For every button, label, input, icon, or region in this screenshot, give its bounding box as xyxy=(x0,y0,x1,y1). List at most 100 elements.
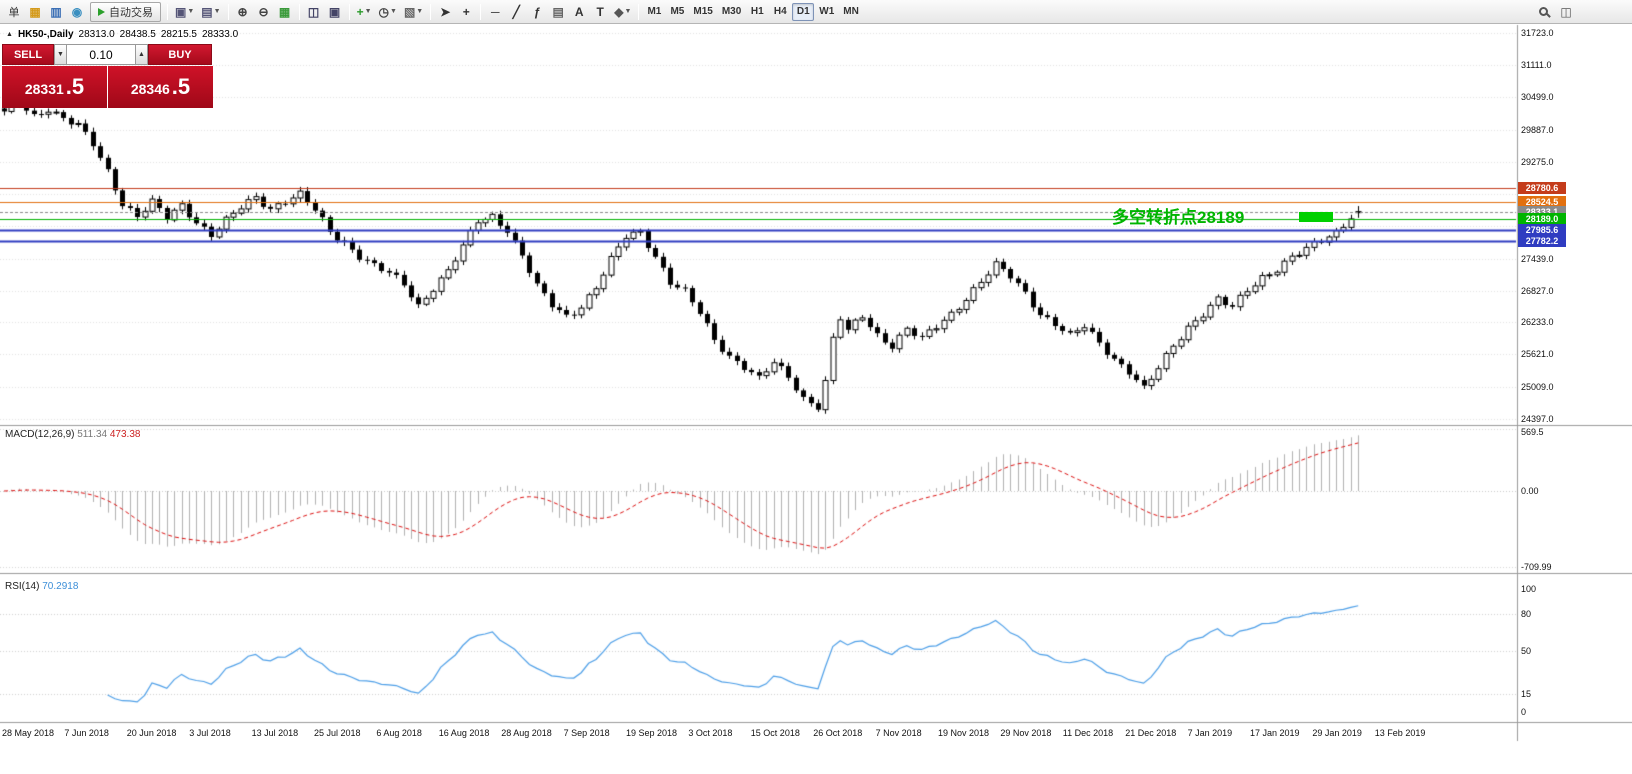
toolbar: 单 ▦ ▥ ◉ 自动交易 ▣ ▼ ▤ ▼ ⊕ ⊖ ▦ ◫ ▣ + ▼ ◷ ▼ ▧ ▼ ➤ + ─ ╱ ƒ ▤ A T ◆ ▼ M1 M… xyxy=(0,0,1632,24)
rsi-name: RSI(14) xyxy=(5,581,40,592)
pivot-highlight-rect[interactable] xyxy=(1299,212,1333,222)
volume-down-button[interactable]: ▼ xyxy=(54,44,67,65)
price-axis-label: 26233.0 xyxy=(1521,317,1554,328)
macd-name: MACD(12,26,9) xyxy=(5,429,75,440)
pivot-annotation-text[interactable]: 多空转折点28189 xyxy=(1112,208,1245,227)
shapes-tool-icon[interactable]: ◆ ▼ xyxy=(614,4,632,19)
data-window-icon[interactable]: ◫ xyxy=(1560,4,1572,19)
price-axis-label: 30499.0 xyxy=(1521,92,1554,103)
market-watch-icon[interactable]: ▥ xyxy=(50,4,62,19)
date-axis-label: 7 Nov 2018 xyxy=(875,728,922,738)
buy-price-fraction: .5 xyxy=(171,74,191,99)
rsi-axis-label: 0 xyxy=(1521,707,1527,717)
date-axis-label: 3 Oct 2018 xyxy=(688,728,733,738)
grid-icon[interactable]: ▦ xyxy=(278,4,291,19)
symbol-period-label: HK50-,Daily xyxy=(17,29,74,40)
zoom-out-icon[interactable]: ⊖ xyxy=(258,4,269,19)
rsi-axis-label: 100 xyxy=(1521,584,1537,594)
date-axis-label: 16 Aug 2018 xyxy=(438,728,490,738)
tile-windows-icon[interactable]: ◫ xyxy=(307,4,320,19)
text-tool-icon[interactable]: A xyxy=(574,4,584,19)
date-axis-label: 29 Nov 2018 xyxy=(1000,728,1052,738)
toolbar-separator xyxy=(298,3,300,20)
macd-axis-label: 569.5 xyxy=(1521,427,1544,437)
timeframe-button-m15[interactable]: M15 xyxy=(693,6,713,17)
channel-tool-icon[interactable]: ▤ xyxy=(552,4,564,19)
price-level-tag: 27985.6 xyxy=(1518,223,1566,236)
cascade-windows-icon[interactable]: ▣ xyxy=(328,4,341,19)
timeframe-button-w1[interactable]: W1 xyxy=(819,6,835,17)
one-click-trading-panel: SELL ▼ ▲ BUY 28331 .5 28346 .5 xyxy=(2,44,213,108)
price-axis-label: 24397.0 xyxy=(1521,413,1554,424)
crosshair-icon[interactable]: + xyxy=(462,4,470,19)
date-axis-label: 17 Jan 2019 xyxy=(1250,728,1300,738)
ohlc-close: 28333.0 xyxy=(201,29,239,40)
profiles-icon[interactable]: ▤ ▼ xyxy=(201,4,221,19)
date-axis-label: 21 Dec 2018 xyxy=(1125,728,1177,738)
timeframe-button-m30[interactable]: M30 xyxy=(721,6,742,17)
price-level-tag: 27782.2 xyxy=(1518,234,1566,247)
date-axis-label: 7 Sep 2018 xyxy=(563,728,610,738)
date-axis-label: 28 May 2018 xyxy=(2,728,55,738)
date-axis-label: 6 Aug 2018 xyxy=(376,728,422,738)
timeframe-button-m1[interactable]: M1 xyxy=(647,6,662,17)
autotrade-play-icon xyxy=(98,7,105,16)
buy-price-main: 28346 xyxy=(130,81,170,97)
price-axis-label: 29275.0 xyxy=(1521,156,1554,167)
ohlc-high: 28438.5 xyxy=(119,29,156,40)
date-axis-label: 29 Jan 2019 xyxy=(1312,728,1362,738)
timeframe-button-m5[interactable]: M5 xyxy=(670,6,685,17)
sell-price-button[interactable]: 28331 .5 xyxy=(2,66,107,108)
template-icon[interactable]: ▧ ▼ xyxy=(403,4,424,19)
buy-price-button[interactable]: 28346 .5 xyxy=(108,66,213,108)
date-axis-label: 3 Jul 2018 xyxy=(189,728,231,738)
date-axis-label: 28 Aug 2018 xyxy=(501,728,552,738)
search-icon[interactable] xyxy=(1539,7,1548,16)
new-chart-icon[interactable]: ▣ ▼ xyxy=(175,4,195,19)
rsi-indicator-label: RSI(14) 70.2918 xyxy=(5,581,78,592)
macd-axis-label: 0.00 xyxy=(1521,486,1539,496)
toolbar-separator xyxy=(348,3,350,20)
sell-price-main: 28331 xyxy=(24,81,64,97)
timeframe-button-h4[interactable]: H4 xyxy=(773,6,787,17)
date-axis-label: 20 Jun 2018 xyxy=(126,728,177,738)
toolbar-separator xyxy=(638,3,640,20)
period-icon[interactable]: ◷ ▼ xyxy=(378,4,397,19)
hline-tool-icon[interactable]: ─ xyxy=(490,4,500,19)
new-order-button[interactable]: 单 xyxy=(8,6,20,19)
date-axis-label: 19 Nov 2018 xyxy=(938,728,990,738)
rsi-value: 70.2918 xyxy=(42,581,79,592)
timeframe-button-d1[interactable]: D1 xyxy=(792,2,815,21)
price-axis-label: 25009.0 xyxy=(1521,381,1554,392)
accounts-icon[interactable]: ▦ xyxy=(29,4,41,19)
date-axis-label: 11 Dec 2018 xyxy=(1062,728,1114,738)
timeframe-button-h1[interactable]: H1 xyxy=(750,6,764,17)
fibonacci-tool-icon[interactable]: ƒ xyxy=(533,4,541,19)
rsi-axis-label: 50 xyxy=(1521,645,1532,656)
sell-button[interactable]: SELL xyxy=(2,44,54,65)
sell-price-fraction: .5 xyxy=(65,74,85,99)
zoom-in-icon[interactable]: ⊕ xyxy=(237,4,248,19)
trendline-tool-icon[interactable]: ╱ xyxy=(512,4,520,19)
macd-value: 511.34 xyxy=(77,429,108,440)
macd-signal-value: 473.38 xyxy=(109,429,141,440)
refresh-icon[interactable]: ◉ xyxy=(71,4,83,19)
volume-input[interactable] xyxy=(67,44,135,65)
cursor-icon[interactable]: ➤ xyxy=(440,4,451,19)
macd-axis-label: -709.99 xyxy=(1521,562,1552,572)
ohlc-low: 28215.5 xyxy=(160,29,197,40)
autotrade-button[interactable]: 自动交易 xyxy=(90,1,161,22)
add-indicator-icon[interactable]: + ▼ xyxy=(356,4,372,19)
rsi-axis-label: 80 xyxy=(1521,608,1532,619)
timeframe-button-mn[interactable]: MN xyxy=(843,6,859,17)
timeframe-group: M1 M5 M15 M30 H1 H4 D1 W1 MN xyxy=(643,2,862,21)
label-tool-icon[interactable]: T xyxy=(596,4,604,19)
date-axis-label: 13 Feb 2019 xyxy=(1374,728,1426,738)
chart-title: ▲ HK50-,Daily 28313.0 28438.5 28215.5 28… xyxy=(6,29,238,40)
price-axis-label: 31111.0 xyxy=(1521,60,1552,71)
price-level-tag: 28780.6 xyxy=(1518,182,1566,195)
price-axis-label: 26827.0 xyxy=(1521,285,1554,296)
volume-up-button[interactable]: ▲ xyxy=(135,44,148,65)
buy-button[interactable]: BUY xyxy=(148,44,212,65)
